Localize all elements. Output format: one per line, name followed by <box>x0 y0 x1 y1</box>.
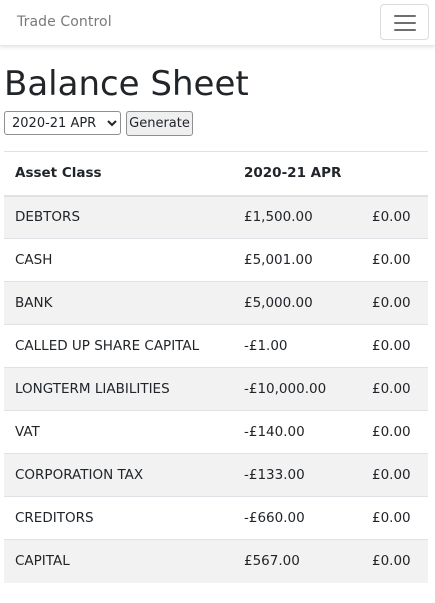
period-value-cell: -£1.00 <box>244 338 288 354</box>
header-period: 2020-21 APR <box>244 165 342 182</box>
extra-value-cell: £0.00 <box>372 510 411 526</box>
table-row: CASH £5,001.00 £0.00 <box>4 238 428 282</box>
table-row: CREDITORS -£660.00 £0.00 <box>4 496 428 540</box>
period-value-cell: -£140.00 <box>244 424 305 440</box>
top-navbar: Trade Control <box>0 0 435 46</box>
table-row: CORPORATION TAX -£133.00 £0.00 <box>4 453 428 497</box>
asset-class-cell: CAPITAL <box>15 553 70 570</box>
period-value-cell: £5,001.00 <box>244 252 313 268</box>
period-value-cell: £1,500.00 <box>244 209 313 226</box>
navbar-toggler-button[interactable] <box>380 4 429 40</box>
table-header-row: Asset Class 2020-21 APR <box>4 151 428 196</box>
extra-value-cell: £0.00 <box>372 381 411 397</box>
extra-value-cell: £0.00 <box>372 295 411 311</box>
asset-class-cell: CREDITORS <box>15 510 94 526</box>
header-asset-class: Asset Class <box>15 165 102 182</box>
period-value-cell: £567.00 <box>244 553 300 570</box>
extra-value-cell: £0.00 <box>372 209 411 226</box>
period-select[interactable]: 2020-21 APR <box>4 111 121 135</box>
balance-sheet-table-wrapper: Asset Class 2020-21 APR DEBTORS £1,500.0… <box>4 151 428 583</box>
table-row: BANK £5,000.00 £0.00 <box>4 281 428 325</box>
asset-class-cell: CASH <box>15 252 53 268</box>
extra-value-cell: £0.00 <box>372 338 411 354</box>
balance-sheet-table: Asset Class 2020-21 APR DEBTORS £1,500.0… <box>4 151 428 583</box>
asset-class-cell: DEBTORS <box>15 209 81 226</box>
period-value-cell: £5,000.00 <box>244 295 313 311</box>
navbar-brand[interactable]: Trade Control <box>17 14 112 30</box>
asset-class-cell: BANK <box>15 295 53 311</box>
table-row: VAT -£140.00 £0.00 <box>4 410 428 454</box>
period-value-cell: -£133.00 <box>244 467 305 483</box>
asset-class-cell: CALLED UP SHARE CAPITAL <box>15 338 200 354</box>
period-value-cell: -£660.00 <box>244 510 305 526</box>
extra-value-cell: £0.00 <box>372 553 411 570</box>
table-row: DEBTORS £1,500.00 £0.00 <box>4 195 428 239</box>
asset-class-cell: CORPORATION TAX <box>15 467 144 483</box>
period-value-cell: -£10,000.00 <box>244 381 327 397</box>
asset-class-cell: LONGTERM LIABILITIES <box>15 381 170 397</box>
table-row: LONGTERM LIABILITIES -£10,000.00 £0.00 <box>4 367 428 411</box>
generate-button[interactable]: Generate <box>126 111 193 136</box>
extra-value-cell: £0.00 <box>372 467 411 483</box>
table-row: CALLED UP SHARE CAPITAL -£1.00 £0.00 <box>4 324 428 368</box>
header-extra <box>361 152 428 196</box>
report-controls: 2020-21 APR Generate <box>4 111 193 136</box>
extra-value-cell: £0.00 <box>372 424 411 440</box>
page-title: Balance Sheet <box>4 64 249 104</box>
table-row: CAPITAL £567.00 £0.00 <box>4 539 428 583</box>
asset-class-cell: VAT <box>15 424 40 440</box>
extra-value-cell: £0.00 <box>372 252 411 268</box>
